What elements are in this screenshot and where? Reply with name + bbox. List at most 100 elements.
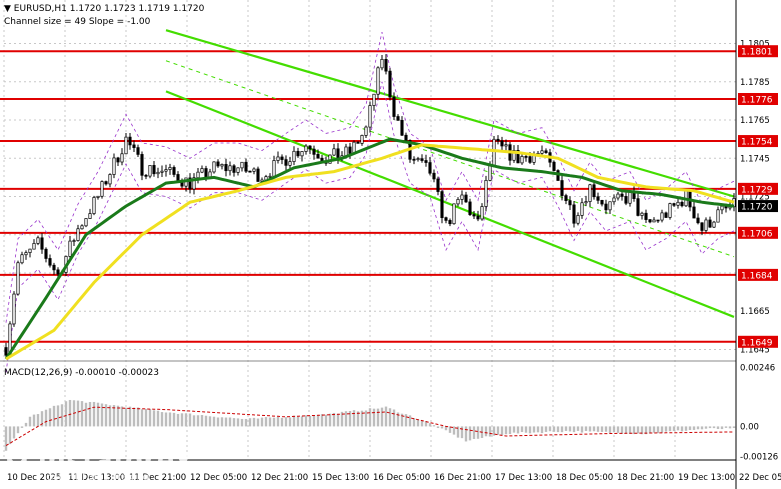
macd-bar [180, 413, 184, 427]
candle-body [196, 171, 200, 179]
time-tick-label: 10 Dec 2025 [7, 473, 61, 483]
dropdown-icon[interactable]: ▼ [4, 4, 11, 14]
macd-bar [608, 426, 612, 433]
macd-bar [712, 426, 716, 429]
macd-tick-label: -0.00126 [740, 453, 778, 463]
candle-body [316, 154, 320, 159]
candle-body [228, 165, 232, 172]
macd-bar [708, 426, 712, 429]
macd-bar [132, 407, 136, 427]
candle-body [500, 140, 504, 147]
macd-bar [144, 408, 148, 427]
macd-bar [508, 426, 512, 435]
candle-body [368, 105, 372, 128]
macd-bar [588, 426, 592, 432]
candle-body [648, 219, 652, 223]
macd-bar [624, 426, 628, 434]
level-tag [738, 182, 778, 195]
macd-bar [640, 426, 644, 435]
candle-body [88, 213, 92, 219]
candle-body [480, 206, 484, 220]
macd-bar [456, 426, 460, 438]
macd-bar [312, 415, 316, 427]
candle-body [568, 200, 572, 206]
candle-body [292, 150, 296, 162]
candle-body [696, 217, 700, 224]
candle-body [224, 164, 228, 172]
time-tick-label: 16 Dec 05:00 [373, 473, 430, 483]
macd-bar [372, 408, 376, 427]
candle-body [332, 148, 336, 156]
macd-bar [716, 426, 720, 429]
macd-bar [596, 426, 600, 432]
macd-bar [76, 400, 80, 427]
level-tag-label: 1.1706 [741, 229, 773, 239]
level-tag-label: 1.1801 [741, 48, 773, 58]
candle-body [668, 203, 672, 218]
time-tick-label: 18 Dec 05:00 [556, 473, 613, 483]
candle-body [652, 219, 656, 223]
macd-bar [80, 401, 84, 427]
candle-body [472, 214, 476, 217]
channel-line [165, 29, 735, 198]
candle-body [388, 70, 392, 98]
candle-body [628, 191, 632, 204]
candle-body [104, 181, 108, 185]
macd-bar [168, 412, 172, 427]
macd-bar [60, 404, 64, 427]
macd-bar [592, 426, 596, 432]
candle-body [312, 148, 316, 155]
candle-body [504, 144, 508, 147]
macd-bar [264, 417, 268, 427]
candle-body [664, 212, 668, 218]
macd-bar [68, 399, 72, 427]
macd-bar [24, 422, 28, 427]
macd-bar [572, 426, 576, 433]
macd-bar [684, 426, 688, 431]
candle-body [588, 184, 592, 202]
candle-body [656, 219, 660, 222]
candle-body [356, 141, 360, 144]
macd-bar [688, 426, 692, 430]
candle-body [360, 135, 364, 144]
candle-body [304, 145, 308, 152]
macd-bar [648, 426, 652, 434]
candle-body [284, 159, 288, 166]
candle-body [572, 204, 576, 224]
candlesticks [4, 54, 736, 358]
candle-body [200, 168, 204, 173]
macd-bar [504, 426, 508, 435]
macd-bar [112, 405, 116, 427]
macd-label: MACD(12,26,9) -0.00010 -0.00023 [4, 368, 160, 378]
macd-bar [196, 415, 200, 427]
macd-bar [524, 426, 528, 433]
macd-bar [156, 410, 160, 427]
macd-bar [376, 408, 380, 427]
macd-bar [628, 426, 632, 434]
macd-bar [328, 413, 332, 427]
candle-body [148, 165, 152, 177]
macd-bar [116, 405, 120, 427]
candle-body [640, 212, 644, 216]
price-tick-label: 1.1745 [740, 154, 770, 164]
macd-bar [188, 413, 192, 427]
moving-average-green [4, 137, 735, 360]
macd-bar [452, 426, 456, 435]
channel-info: Channel size = 49 Slope = -1.00 [4, 17, 151, 27]
macd-panel [0, 360, 736, 451]
candle-body [512, 150, 516, 161]
candle-body [296, 150, 300, 157]
macd-bar [8, 426, 12, 445]
macd-bar [92, 401, 96, 427]
candle-body [72, 240, 76, 242]
macd-bar [728, 426, 732, 429]
candle-body [108, 174, 112, 185]
macd-bar [52, 405, 56, 427]
candle-body [120, 153, 124, 163]
candle-body [116, 157, 120, 163]
candle-body [376, 67, 380, 95]
macd-bar [564, 426, 568, 431]
macd-bar [656, 426, 660, 434]
candle-body [152, 165, 156, 175]
candle-body [712, 221, 716, 228]
